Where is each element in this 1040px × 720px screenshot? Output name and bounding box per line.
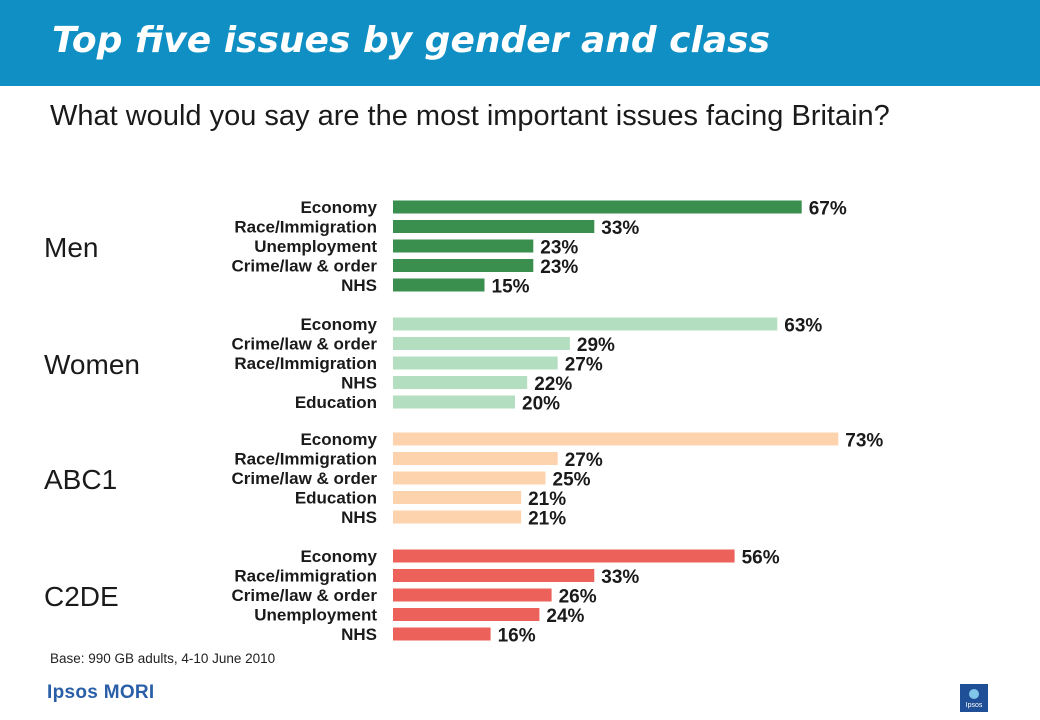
bar (393, 627, 491, 641)
value-label: 25% (553, 470, 591, 491)
bar (393, 200, 802, 214)
bar (393, 588, 552, 602)
value-label: 29% (577, 335, 615, 356)
badge-mark (969, 689, 979, 699)
value-label: 56% (742, 548, 780, 569)
bar (393, 356, 558, 370)
category-label: Economy (300, 430, 377, 449)
survey-question: What would you say are the most importan… (50, 100, 890, 132)
value-label: 67% (809, 199, 847, 220)
value-label: 73% (845, 431, 883, 452)
value-label: 23% (540, 257, 578, 278)
category-label: Unemployment (254, 237, 377, 256)
category-label: Unemployment (254, 606, 377, 625)
group-label: ABC1 (44, 464, 117, 495)
page-title: Top five issues by gender and class (52, 20, 771, 61)
value-label: 26% (559, 587, 597, 608)
value-label: 16% (498, 626, 536, 647)
category-label: Economy (300, 547, 377, 566)
bar (393, 452, 558, 465)
bar (393, 317, 778, 331)
bar (393, 259, 534, 272)
bar (393, 569, 595, 582)
base-note: Base: 990 GB adults, 4-10 June 2010 (50, 651, 276, 666)
bar (393, 376, 528, 389)
group-label: Women (44, 349, 140, 380)
category-label: Race/immigration (234, 567, 377, 586)
value-label: 15% (492, 277, 530, 298)
group-label: Men (44, 232, 98, 263)
bar (393, 471, 546, 485)
group-women: Women Economy 63% Crime/law & order 29% Race/… (44, 315, 822, 415)
value-label: 20% (522, 394, 560, 415)
value-label: 33% (601, 567, 639, 588)
bar (393, 608, 540, 621)
category-label: NHS (341, 508, 377, 527)
category-label: NHS (341, 374, 377, 393)
bar (393, 432, 839, 446)
category-label: Education (295, 393, 377, 412)
value-label: 23% (540, 238, 578, 259)
bar (393, 239, 534, 253)
bar (393, 491, 522, 504)
bar (393, 278, 485, 292)
category-label: Crime/law & order (232, 586, 378, 605)
category-label: Race/Immigration (234, 218, 377, 237)
bar (393, 510, 522, 524)
category-label: Crime/law & order (232, 469, 378, 488)
group-c2de: C2DE Economy 56% Race/immigration 33% Crime/l… (44, 547, 780, 647)
value-label: 21% (528, 509, 566, 530)
value-label: 22% (534, 374, 572, 395)
value-label: 27% (565, 450, 603, 471)
category-label: Race/Immigration (234, 354, 377, 373)
category-label: Crime/law & order (232, 257, 378, 276)
ipsos-badge-icon: Ipsos (960, 684, 988, 712)
category-label: NHS (341, 276, 377, 295)
value-label: 21% (528, 489, 566, 510)
category-label: Education (295, 489, 377, 508)
ipsos-mori-logo: Ipsos MORI (47, 682, 155, 703)
group-men: Men Economy 67% Race/Immigration 33% Unemploy… (44, 198, 847, 298)
group-abc1: ABC1 Economy 73% Race/Immigration 27% Crime/l… (44, 430, 883, 530)
value-label: 63% (784, 316, 822, 337)
value-label: 27% (565, 355, 603, 376)
category-label: Economy (300, 198, 377, 217)
title-banner: Top five issues by gender and class (0, 0, 1040, 86)
value-label: 24% (546, 606, 584, 627)
group-label: C2DE (44, 581, 119, 612)
category-label: Economy (300, 315, 377, 334)
bar (393, 220, 595, 233)
category-label: Race/Immigration (234, 450, 377, 469)
category-label: NHS (341, 625, 377, 644)
value-label: 33% (601, 218, 639, 239)
bar (393, 549, 735, 563)
category-label: Crime/law & order (232, 335, 378, 354)
badge-text: Ipsos (965, 702, 983, 709)
bar (393, 337, 570, 350)
bar (393, 395, 515, 409)
